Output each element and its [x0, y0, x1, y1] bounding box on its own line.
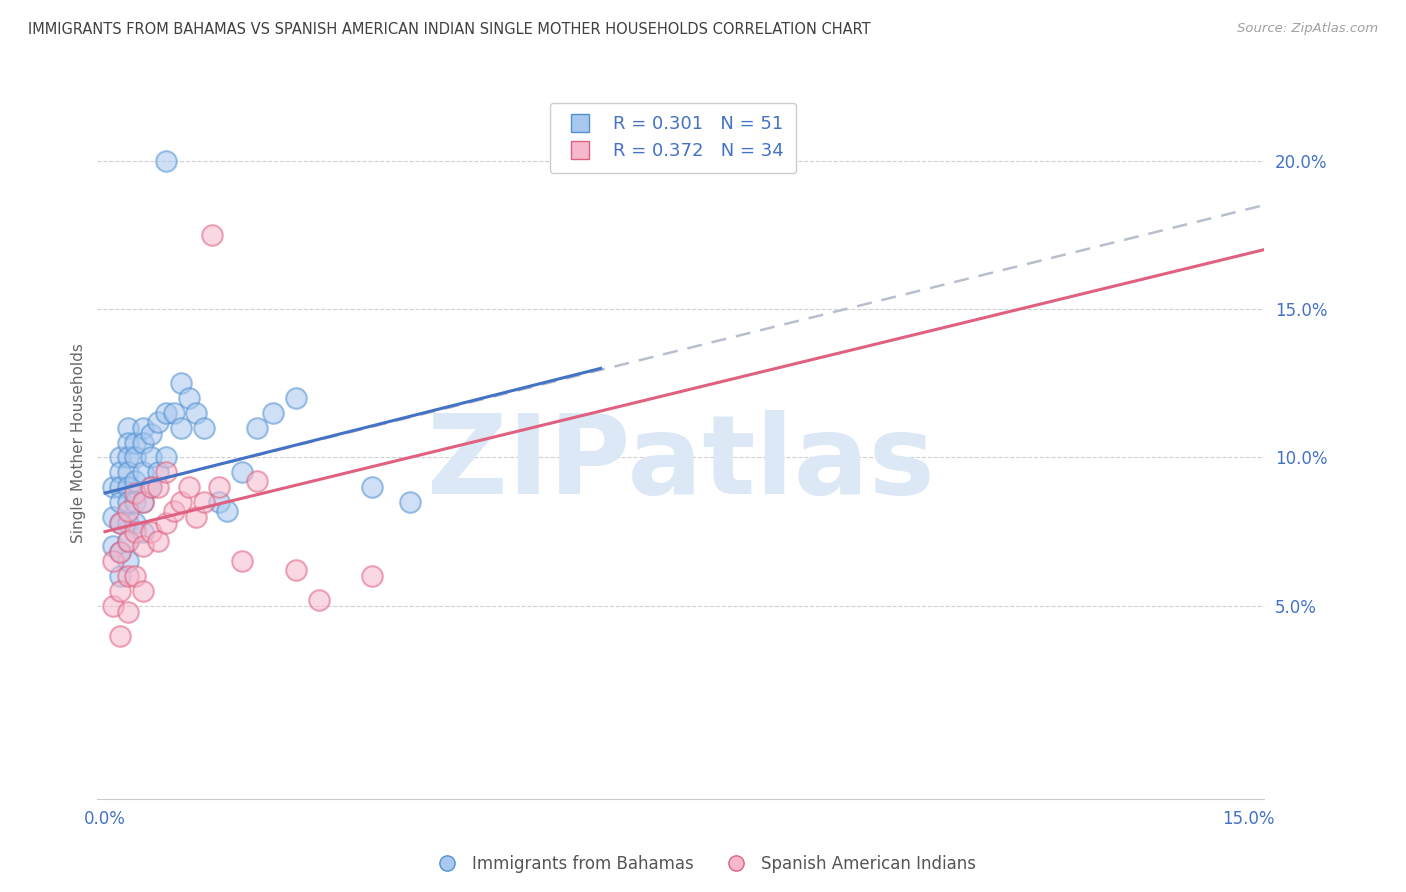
Point [284, 391, 307, 405]
Point [124, 569, 146, 583]
Point [110, 569, 132, 583]
Point [124, 435, 146, 450]
Point [117, 465, 139, 479]
Point [170, 421, 193, 435]
Point [139, 524, 162, 539]
Point [117, 495, 139, 509]
Point [132, 421, 155, 435]
Point [110, 584, 132, 599]
Point [139, 480, 162, 494]
Point [148, 533, 170, 548]
Point [399, 495, 422, 509]
Point [110, 465, 132, 479]
Point [110, 516, 132, 530]
Text: IMMIGRANTS FROM BAHAMAS VS SPANISH AMERICAN INDIAN SINGLE MOTHER HOUSEHOLDS CORR: IMMIGRANTS FROM BAHAMAS VS SPANISH AMERI… [28, 22, 870, 37]
Point [155, 450, 177, 465]
Point [101, 540, 124, 554]
Point [132, 495, 155, 509]
Point [215, 504, 238, 518]
Point [132, 465, 155, 479]
Point [117, 554, 139, 568]
Point [155, 406, 177, 420]
Point [117, 569, 139, 583]
Point [177, 391, 200, 405]
Point [177, 480, 200, 494]
Point [208, 480, 231, 494]
Point [110, 495, 132, 509]
Point [284, 563, 307, 577]
Point [117, 605, 139, 619]
Point [117, 516, 139, 530]
Point [262, 406, 284, 420]
Point [155, 465, 177, 479]
Point [124, 495, 146, 509]
Point [101, 599, 124, 613]
Point [124, 486, 146, 500]
Point [139, 426, 162, 441]
Point [155, 516, 177, 530]
Point [186, 406, 208, 420]
Point [110, 629, 132, 643]
Y-axis label: Single Mother Households: Single Mother Households [72, 343, 86, 542]
Point [139, 480, 162, 494]
Point [360, 480, 382, 494]
Text: ZIPatlas: ZIPatlas [427, 410, 935, 517]
Point [193, 421, 215, 435]
Text: Source: ZipAtlas.com: Source: ZipAtlas.com [1237, 22, 1378, 36]
Point [170, 376, 193, 391]
Point [231, 465, 253, 479]
Point [162, 406, 184, 420]
Point [117, 450, 139, 465]
Legend: R = 0.301   N = 51, R = 0.372   N = 34: R = 0.301 N = 51, R = 0.372 N = 34 [550, 103, 796, 173]
Point [155, 153, 177, 168]
Point [193, 495, 215, 509]
Point [117, 421, 139, 435]
Point [132, 435, 155, 450]
Point [101, 554, 124, 568]
Point [139, 450, 162, 465]
Point [132, 584, 155, 599]
Point [124, 474, 146, 488]
Point [101, 509, 124, 524]
Point [101, 480, 124, 494]
Legend: Immigrants from Bahamas, Spanish American Indians: Immigrants from Bahamas, Spanish America… [423, 848, 983, 880]
Point [117, 480, 139, 494]
Point [110, 545, 132, 559]
Point [231, 554, 253, 568]
Point [132, 540, 155, 554]
Point [148, 465, 170, 479]
Point [117, 504, 139, 518]
Point [170, 495, 193, 509]
Point [162, 504, 184, 518]
Point [117, 533, 139, 548]
Point [110, 480, 132, 494]
Point [208, 495, 231, 509]
Point [117, 533, 139, 548]
Point [110, 516, 132, 530]
Point [124, 524, 146, 539]
Point [110, 450, 132, 465]
Point [246, 474, 269, 488]
Point [132, 495, 155, 509]
Point [117, 435, 139, 450]
Point [246, 421, 269, 435]
Point [148, 480, 170, 494]
Point [148, 415, 170, 429]
Point [360, 569, 382, 583]
Point [124, 450, 146, 465]
Point [132, 524, 155, 539]
Point [110, 545, 132, 559]
Point [308, 593, 330, 607]
Point [124, 516, 146, 530]
Point [201, 227, 224, 242]
Point [186, 509, 208, 524]
